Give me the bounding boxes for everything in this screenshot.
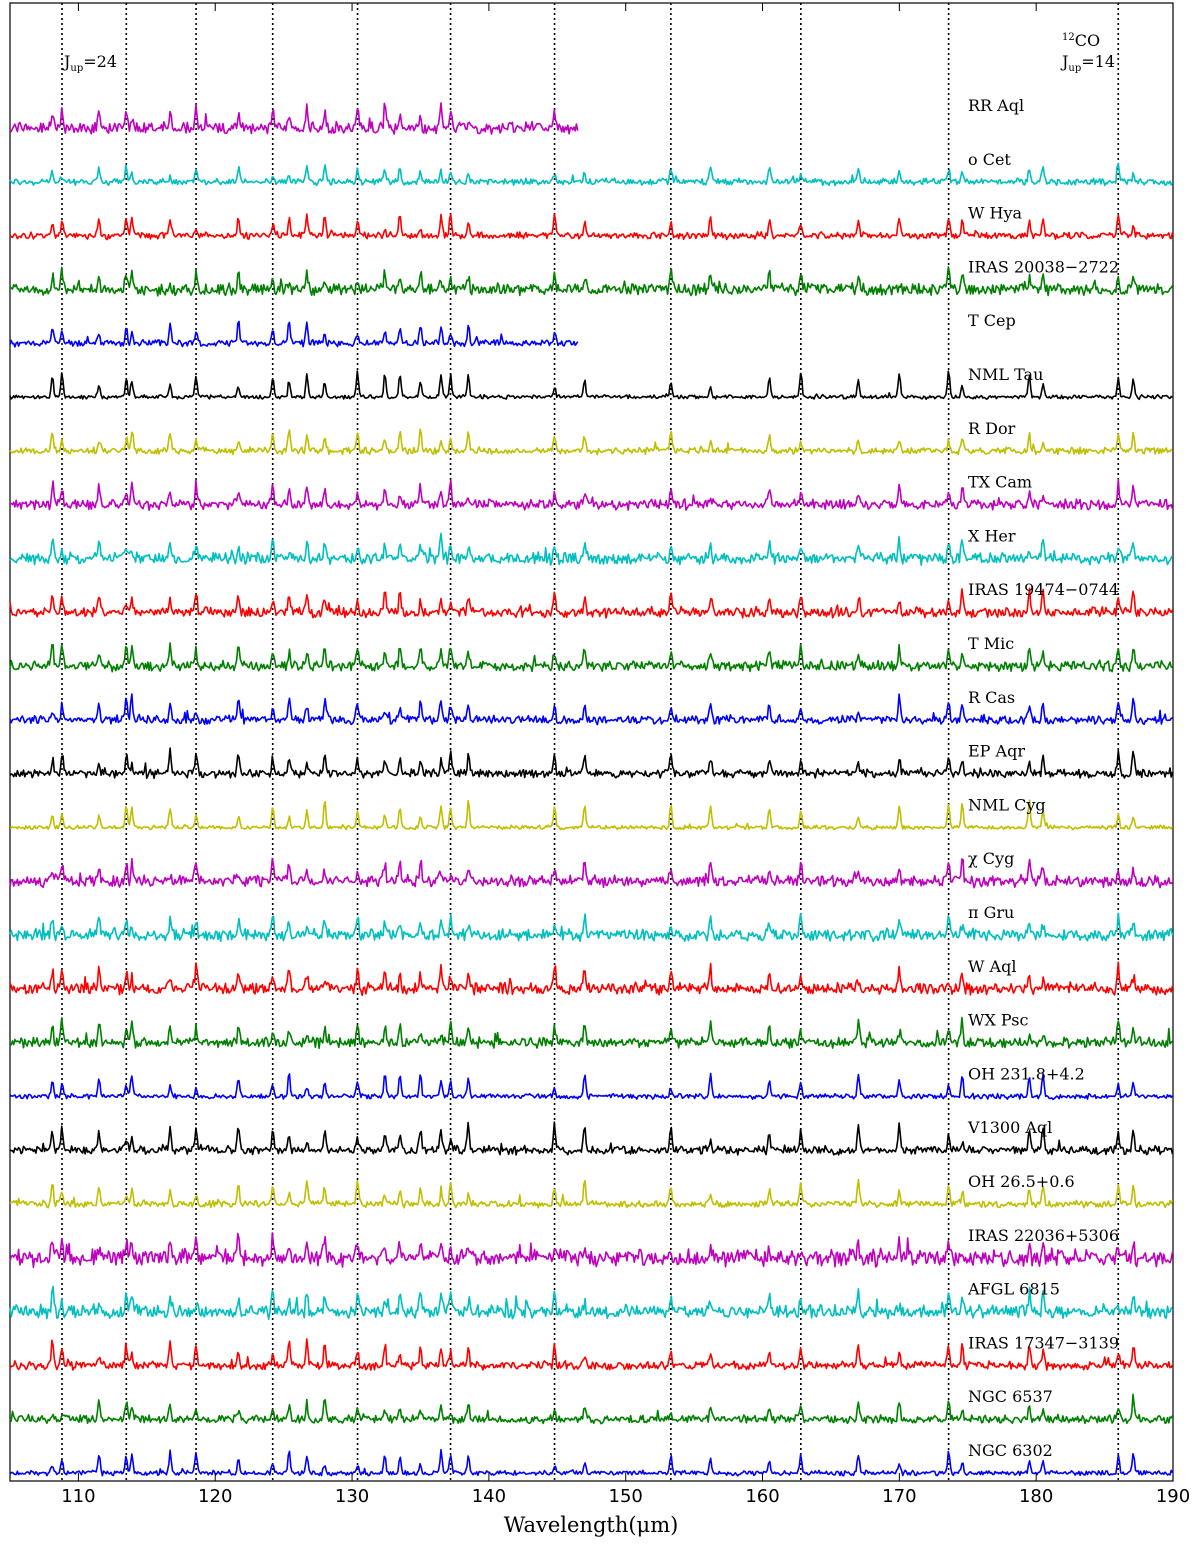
star-label: IRAS 17347−3139 <box>968 1333 1119 1352</box>
spectrum-line <box>9 213 1174 241</box>
spectrum-line <box>9 1285 1173 1320</box>
spectrum-line <box>9 162 1174 187</box>
star-label: NGC 6302 <box>968 1441 1053 1460</box>
star-label: EP Aqr <box>968 742 1025 761</box>
plot-frame <box>9 2 1174 1482</box>
star-label: π Gru <box>968 903 1014 922</box>
star-label: NML Cyg <box>968 795 1046 814</box>
star-label: W Aql <box>968 957 1016 976</box>
spectrum-line <box>9 912 1174 943</box>
star-label: o Cet <box>968 150 1011 169</box>
star-label: OH 26.5+0.6 <box>968 1172 1075 1191</box>
spectrum-line <box>9 1016 1174 1050</box>
star-label: T Cep <box>968 311 1016 330</box>
spectrum-line <box>9 857 1173 889</box>
x-tick-label: 110 <box>61 1486 95 1507</box>
spectrum-line <box>9 428 1173 456</box>
co-line-markers <box>61 3 1120 1481</box>
star-label: R Cas <box>968 688 1015 707</box>
spectrum-line <box>9 1393 1174 1425</box>
x-tick-label: 150 <box>609 1486 643 1507</box>
spectrum-line <box>9 102 579 135</box>
x-tick-label: 140 <box>472 1486 506 1507</box>
star-label: χ Cyg <box>968 849 1014 868</box>
star-label: NGC 6537 <box>968 1387 1053 1406</box>
star-label: R Dor <box>968 419 1016 438</box>
spectra-group <box>9 102 1174 1477</box>
spectrum-line <box>9 1232 1174 1269</box>
star-label: WX Psc <box>968 1011 1028 1030</box>
spectrum-line <box>9 320 579 348</box>
x-tick-label: 190 <box>1156 1486 1190 1507</box>
co-species-annotation: 12CO <box>1062 31 1100 50</box>
x-tick-label: 170 <box>882 1486 916 1507</box>
star-label: V1300 Aql <box>967 1118 1052 1137</box>
spectrum-line <box>9 642 1173 673</box>
star-label: NML Tau <box>968 365 1043 384</box>
star-label: X Her <box>968 526 1016 545</box>
star-label: TX Cam <box>968 473 1032 492</box>
spectrum-line <box>9 1121 1174 1156</box>
right-jup-annotation: Jup=14 <box>1060 52 1115 74</box>
star-label: W Hya <box>968 204 1023 223</box>
x-tick-label: 160 <box>745 1486 779 1507</box>
star-label: T Mic <box>968 634 1014 653</box>
spectrum-line <box>9 532 1174 566</box>
star-labels: RR Aql o Cet W Hya IRAS 20038−2722 T Cep NML … <box>967 96 1119 1460</box>
spectrum-line <box>9 747 1174 780</box>
x-tick-label: 130 <box>335 1486 369 1507</box>
spectrum-line <box>9 266 1174 297</box>
spectrum-line <box>9 1448 1174 1477</box>
spectrum-line <box>9 1178 1174 1209</box>
x-axis-label: Wavelength(μm) <box>504 1513 679 1537</box>
x-axis-ticks: 110 120 130 140 150 160 170 180 190 <box>61 3 1190 1507</box>
star-label: IRAS 22036+5306 <box>968 1226 1119 1245</box>
spectrum-line <box>9 961 1174 997</box>
star-label: RR Aql <box>968 96 1024 115</box>
star-label: AFGL 6815 <box>967 1280 1060 1299</box>
spectrum-line <box>9 478 1174 512</box>
x-tick-label: 180 <box>1019 1486 1053 1507</box>
spectrum-line <box>9 587 1174 619</box>
spectrum-line <box>9 370 1173 401</box>
x-tick-label: 120 <box>198 1486 232 1507</box>
left-jup-annotation: Jup=24 <box>62 52 117 74</box>
spectrum-line <box>9 1338 1174 1371</box>
spectrum-line <box>9 799 1174 831</box>
star-label: IRAS 20038−2722 <box>968 257 1119 276</box>
spectrum-line <box>9 693 1173 726</box>
star-label: IRAS 19474−0744 <box>968 580 1119 599</box>
star-label: OH 231.8+4.2 <box>968 1064 1085 1083</box>
spectrum-line <box>9 1072 1174 1101</box>
